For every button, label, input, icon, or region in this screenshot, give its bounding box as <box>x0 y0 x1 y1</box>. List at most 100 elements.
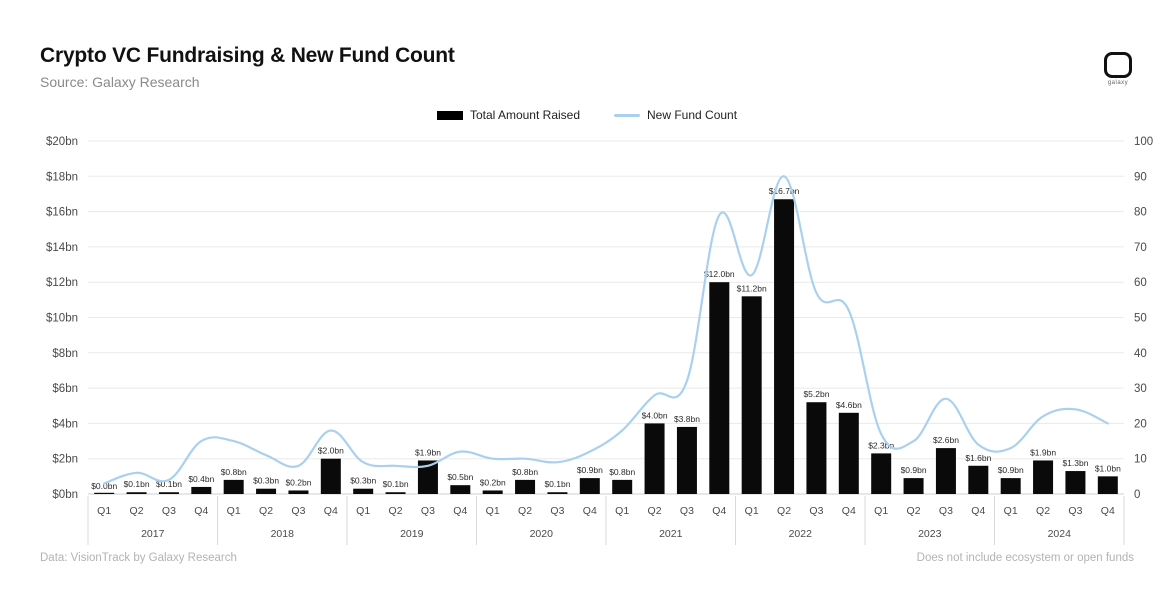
bar-value-label: $0.2bn <box>480 477 506 487</box>
legend-item-total-raised: Total Amount Raised <box>436 108 580 122</box>
bar-value-label: $0.2bn <box>285 477 311 487</box>
legend-item-fund-count: New Fund Count <box>614 108 737 122</box>
quarter-label: Q1 <box>745 505 759 517</box>
left-axis-tick-label: $6bn <box>52 383 78 395</box>
footer-data-credit: Data: VisionTrack by Galaxy Research <box>40 552 237 564</box>
bar-value-label: $0.3bn <box>253 476 279 486</box>
bar-value-label: $0.8bn <box>221 467 247 477</box>
year-label: 2017 <box>141 528 165 540</box>
bar <box>612 479 633 494</box>
fund-count-line <box>103 175 1109 485</box>
quarter-label: Q3 <box>939 505 953 517</box>
source-subtitle: Source: Galaxy Research <box>40 74 200 90</box>
left-axis-tick-label: $20bn <box>46 136 78 148</box>
bar-value-label: $0.3bn <box>350 476 376 486</box>
quarter-label: Q2 <box>518 505 532 517</box>
bar <box>353 488 374 494</box>
line-swatch-icon <box>614 113 640 117</box>
bar <box>903 478 924 494</box>
right-axis-tick-label: 100 <box>1134 136 1153 148</box>
quarter-label: Q3 <box>291 505 305 517</box>
bar <box>191 486 212 494</box>
quarter-label: Q1 <box>874 505 888 517</box>
bar-value-label: $1.3bn <box>1062 458 1088 468</box>
quarter-label: Q3 <box>162 505 176 517</box>
quarter-label: Q3 <box>809 505 823 517</box>
left-axis-tick-label: $0bn <box>52 489 78 501</box>
year-label: 2019 <box>400 528 424 540</box>
left-axis-tick-label: $18bn <box>46 171 78 183</box>
right-axis-tick-label: 30 <box>1134 383 1147 395</box>
bar-value-label: $0.9bn <box>901 465 927 475</box>
quarter-label: Q1 <box>227 505 241 517</box>
quarter-label: Q4 <box>971 505 985 517</box>
year-label: 2018 <box>271 528 295 540</box>
bar-value-label: $0.9bn <box>998 465 1024 475</box>
quarter-label: Q1 <box>1004 505 1018 517</box>
quarter-label: Q4 <box>324 505 338 517</box>
bar <box>935 448 956 494</box>
bar <box>968 465 989 494</box>
galaxy-logo-icon <box>1104 52 1132 78</box>
quarter-label: Q2 <box>130 505 144 517</box>
left-axis-tick-label: $14bn <box>46 242 78 254</box>
quarter-label: Q1 <box>615 505 629 517</box>
quarter-label: Q4 <box>453 505 467 517</box>
bar <box>871 453 892 494</box>
footer-disclaimer: Does not include ecosystem or open funds <box>916 552 1134 564</box>
bar-value-label: $0.1bn <box>156 479 182 489</box>
right-axis-tick-label: 50 <box>1134 313 1147 325</box>
bar <box>158 492 179 494</box>
left-axis-tick-label: $4bn <box>52 418 78 430</box>
bar <box>126 492 147 494</box>
quarter-label: Q3 <box>550 505 564 517</box>
right-axis-tick-label: 70 <box>1134 242 1147 254</box>
bar-value-label: $0.1bn <box>544 479 570 489</box>
left-axis-tick-label: $10bn <box>46 313 78 325</box>
bar-value-label: $0.5bn <box>447 472 473 482</box>
bar-value-label: $2.0bn <box>318 446 344 456</box>
right-axis-tick-label: 80 <box>1134 207 1147 219</box>
bar <box>1000 478 1021 494</box>
bar-value-label: $0.0bn <box>91 481 117 491</box>
legend-label-total-raised: Total Amount Raised <box>469 108 580 122</box>
bar-value-label: $0.1bn <box>124 479 150 489</box>
bar <box>1033 460 1054 494</box>
bar <box>223 479 244 494</box>
quarter-label: Q4 <box>712 505 726 517</box>
quarter-label: Q2 <box>777 505 791 517</box>
quarter-label: Q3 <box>680 505 694 517</box>
quarter-label: Q1 <box>486 505 500 517</box>
bar-value-label: $4.0bn <box>642 410 668 420</box>
left-axis-tick-label: $8bn <box>52 348 78 360</box>
bar-value-label: $3.8bn <box>674 414 700 424</box>
bar-swatch-icon <box>436 110 463 120</box>
bar-value-label: $1.9bn <box>415 447 441 457</box>
bar <box>644 423 665 494</box>
bar <box>256 488 277 494</box>
year-label: 2022 <box>789 528 813 540</box>
quarter-label: Q4 <box>194 505 208 517</box>
bar <box>676 426 697 494</box>
bar-value-label: $16.7bn <box>769 186 800 196</box>
right-axis-tick-label: 0 <box>1134 489 1140 501</box>
bar <box>838 412 859 494</box>
quarter-label: Q3 <box>421 505 435 517</box>
quarter-label: Q2 <box>389 505 403 517</box>
bar-value-label: $1.0bn <box>1095 463 1121 473</box>
left-axis-tick-label: $16bn <box>46 207 78 219</box>
bar-value-label: $2.3bn <box>868 440 894 450</box>
quarter-label: Q1 <box>97 505 111 517</box>
quarter-label: Q1 <box>356 505 370 517</box>
quarter-label: Q2 <box>648 505 662 517</box>
bar <box>385 492 406 494</box>
left-axis-tick-label: $2bn <box>52 454 78 466</box>
bar <box>288 490 309 494</box>
bar <box>709 282 730 494</box>
bar-value-label: $2.6bn <box>933 435 959 445</box>
bar-value-label: $0.1bn <box>383 479 409 489</box>
year-label: 2021 <box>659 528 683 540</box>
bar-value-label: $5.2bn <box>803 389 829 399</box>
bar <box>320 458 341 494</box>
